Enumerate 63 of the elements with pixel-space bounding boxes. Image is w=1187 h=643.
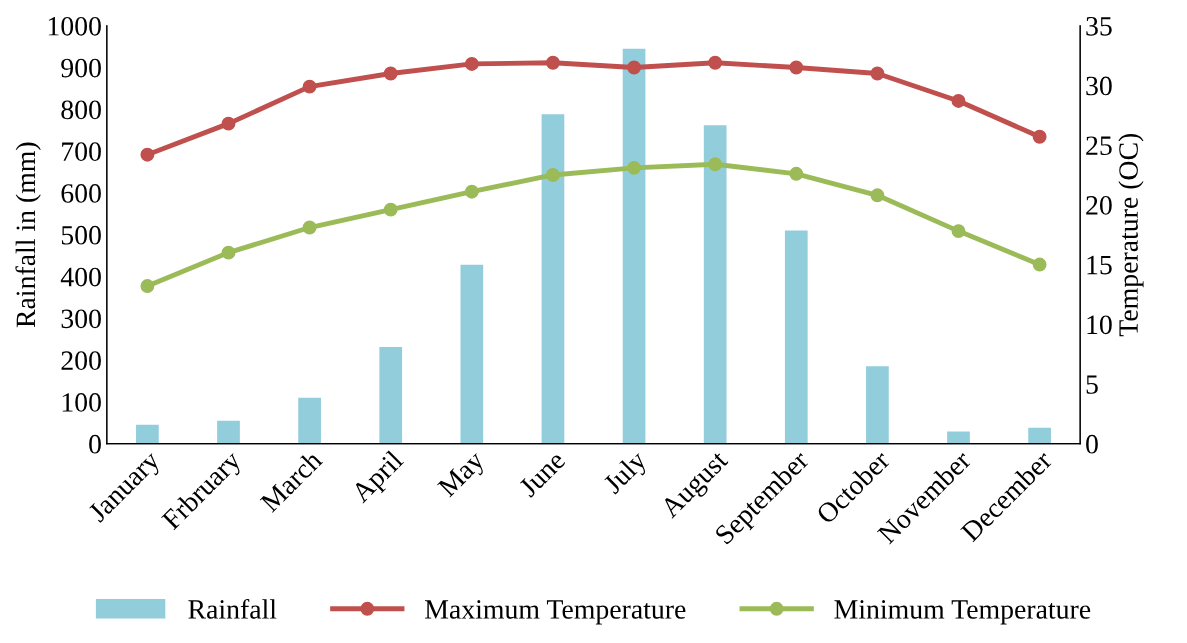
point xyxy=(870,188,885,203)
point xyxy=(302,220,317,235)
point xyxy=(627,160,642,175)
y-tick-label: 1000 xyxy=(48,16,101,36)
point xyxy=(140,279,155,293)
y2-tick-label: 30 xyxy=(1086,76,1112,96)
bar xyxy=(298,397,321,444)
y2-tick-label: 25 xyxy=(1086,136,1112,156)
y-axis-title: Rainfall in (mm) xyxy=(15,142,41,328)
bar xyxy=(1028,427,1051,444)
y2-tick-label: 20 xyxy=(1086,196,1112,215)
point xyxy=(545,55,560,70)
point xyxy=(1032,129,1047,144)
y2-tick-label: 15 xyxy=(1087,255,1112,275)
bar xyxy=(541,114,565,444)
point xyxy=(951,94,966,108)
y2-tick-label: 5 xyxy=(1086,375,1098,394)
x-tick-label: June xyxy=(518,449,567,498)
x-tick-label: July xyxy=(601,448,652,499)
bar xyxy=(217,420,240,444)
point xyxy=(221,116,236,131)
bar xyxy=(622,48,646,444)
point xyxy=(140,147,155,162)
point xyxy=(545,168,560,182)
bar xyxy=(866,366,889,444)
y-tick-label: 500 xyxy=(61,225,101,245)
y-tick-label: 100 xyxy=(62,393,101,412)
point xyxy=(708,157,723,172)
y-tick-label: 600 xyxy=(61,184,101,203)
point xyxy=(383,202,398,217)
point xyxy=(627,60,642,75)
y-tick-label: 900 xyxy=(61,58,101,78)
point xyxy=(464,184,479,199)
point xyxy=(221,245,236,260)
x-tick-label: May xyxy=(437,449,490,502)
point xyxy=(302,79,317,94)
point xyxy=(951,224,966,239)
bar xyxy=(703,125,727,444)
y-tick-label: 700 xyxy=(62,142,101,162)
point xyxy=(870,66,885,81)
legend-label: Rainfall xyxy=(188,598,277,619)
bar xyxy=(784,230,808,444)
point xyxy=(789,166,804,181)
legend-label: Minimum Temperature xyxy=(834,600,1091,625)
bar xyxy=(460,264,484,444)
point xyxy=(464,56,479,71)
y2-tick-label: 35 xyxy=(1086,16,1112,36)
y-tick-label: 400 xyxy=(60,267,101,287)
bar xyxy=(379,347,403,444)
y-tick-label: 0 xyxy=(89,434,101,454)
point xyxy=(789,60,804,75)
y2-axis-title: Temperature (OC) xyxy=(1118,133,1144,337)
y-tick-label: 800 xyxy=(61,100,101,120)
y-tick-label: 200 xyxy=(61,351,101,370)
point xyxy=(708,55,723,70)
point xyxy=(1032,257,1047,272)
point xyxy=(383,66,398,81)
y2-tick-label: 0 xyxy=(1086,434,1098,454)
y2-tick-label: 10 xyxy=(1087,315,1112,335)
legend-label: Maximum Temperature xyxy=(425,600,686,625)
bar xyxy=(136,424,159,444)
bar xyxy=(947,431,970,444)
y-tick-label: 300 xyxy=(61,309,101,329)
